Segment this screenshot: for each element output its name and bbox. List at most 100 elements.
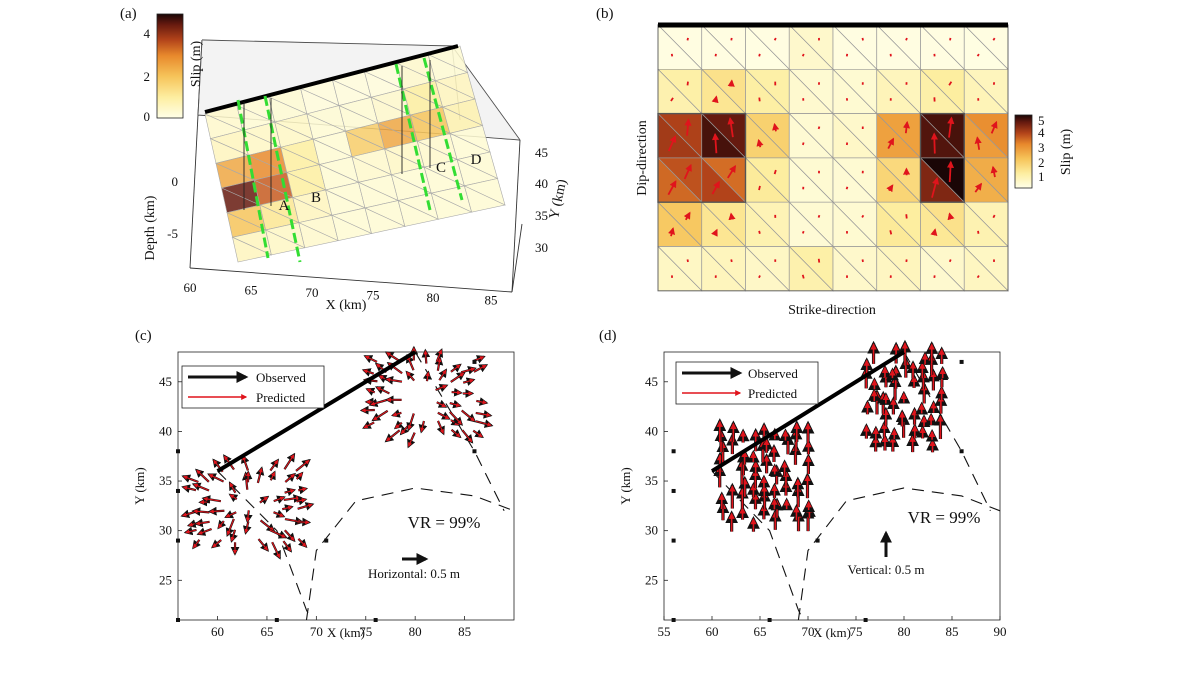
slip-patch xyxy=(232,236,273,263)
panel-d-vr-annotation: VR = 99% xyxy=(908,508,981,527)
predicted-vector xyxy=(425,371,430,382)
station-marker xyxy=(324,538,329,543)
panel-c-plot-frame xyxy=(177,351,515,621)
x-tick-label: 80 xyxy=(898,624,911,639)
station-marker xyxy=(671,538,676,543)
slip-vector xyxy=(886,184,894,193)
fault-label: B xyxy=(311,190,321,206)
panel-c-vectors xyxy=(176,345,494,622)
slip-vector xyxy=(905,37,908,41)
panel-d-vertical-displacement: (d) 55 60 65 70 75 80 85 90 25 30 35 40 45 Observed … xyxy=(599,328,1007,640)
predicted-vector xyxy=(198,528,212,535)
coastline-west xyxy=(711,470,804,621)
y-tick-label: 45 xyxy=(535,145,548,160)
panel-b-y-axis-label: Dip-direction xyxy=(635,120,650,195)
panel-a-patches xyxy=(204,44,506,263)
station-marker xyxy=(671,488,676,493)
station-marker xyxy=(959,359,964,364)
predicted-vector xyxy=(283,496,301,501)
slip-vector xyxy=(931,176,940,198)
predicted-vector xyxy=(284,454,295,470)
y-tick-label: 35 xyxy=(535,208,548,223)
x-tick-label: 75 xyxy=(359,624,372,639)
legend-observed-label: Observed xyxy=(748,366,798,381)
predicted-vector xyxy=(451,390,462,395)
panel-d-scale-label: Vertical: 0.5 m xyxy=(848,562,925,577)
slip-vector xyxy=(801,274,805,279)
panel-a-colorbar-label: Slip (m) xyxy=(189,41,204,88)
x-tick-label: 60 xyxy=(706,624,719,639)
station-marker xyxy=(472,359,477,364)
x-tick-label: 85 xyxy=(458,624,471,639)
slip-vector xyxy=(711,180,720,195)
slip-vector xyxy=(711,95,719,104)
predicted-vector xyxy=(229,482,236,493)
predicted-vector xyxy=(193,509,210,514)
fault-plane-trace xyxy=(422,57,464,201)
station-marker xyxy=(863,618,868,622)
panel-a-x-axis-label: X (km) xyxy=(326,298,367,313)
x-tick-label: 65 xyxy=(245,283,258,298)
panel-a-fault-planes xyxy=(236,57,464,263)
y-tick-label: 35 xyxy=(159,473,172,488)
y-tick-label: 40 xyxy=(159,423,172,438)
colorbar-tick: 2 xyxy=(144,69,151,84)
predicted-vector xyxy=(385,429,401,442)
slip-vector xyxy=(773,169,777,175)
fault-plane-trace xyxy=(394,63,432,211)
panel-d-plot-frame xyxy=(663,351,1001,621)
x-tick-label: 75 xyxy=(850,624,863,639)
coastline-east xyxy=(305,487,515,621)
legend-observed-label: Observed xyxy=(256,370,306,385)
colorbar-tick: 4 xyxy=(1038,125,1045,140)
predicted-vector xyxy=(284,473,295,483)
predicted-vector xyxy=(438,369,447,381)
fault-label: A xyxy=(279,198,290,214)
predicted-vector xyxy=(363,369,374,375)
asperity-outline xyxy=(657,112,747,203)
predicted-vector xyxy=(437,412,450,420)
colorbar-tick: 2 xyxy=(1038,155,1045,170)
slip-vector xyxy=(727,165,736,179)
panel-c-x-axis-label: X (km) xyxy=(327,625,365,640)
predicted-vector xyxy=(475,420,492,427)
x-tick-label: 60 xyxy=(211,624,224,639)
panel-b-label: (b) xyxy=(596,6,614,22)
slip-vector xyxy=(730,259,733,263)
slip-vector xyxy=(686,37,689,41)
coastline-north xyxy=(903,351,991,512)
y-tick-label: 30 xyxy=(535,240,548,255)
station-marker xyxy=(176,538,180,543)
predicted-vector xyxy=(192,539,200,549)
predicted-vector xyxy=(183,475,199,483)
predicted-vector xyxy=(195,521,210,526)
slip-patch xyxy=(397,200,440,227)
predicted-vector xyxy=(218,520,225,529)
station-marker xyxy=(176,449,180,454)
fault-label: C xyxy=(436,160,446,176)
panel-d-y-axis-label: Y (km) xyxy=(618,467,633,504)
predicted-vector xyxy=(436,401,447,408)
slip-vector xyxy=(974,136,982,150)
predicted-vector xyxy=(282,505,293,510)
slip-patch xyxy=(364,207,406,234)
panel-c-horizontal-displacement: (c) 60 65 70 75 80 85 25 30 35 40 45 Observed Pred… xyxy=(132,328,515,640)
slip-vector xyxy=(974,182,983,193)
box-edge xyxy=(197,39,203,116)
predicted-vector xyxy=(229,494,238,500)
y-tick-label: 40 xyxy=(645,423,658,438)
slip-vector xyxy=(930,228,938,237)
predicted-vector xyxy=(296,472,303,480)
predicted-vector xyxy=(269,459,279,471)
slip-vector xyxy=(930,132,938,154)
panel-d-x-axis-label: X (km) xyxy=(813,625,851,640)
colorbar-tick: 4 xyxy=(144,26,151,41)
slip-vector xyxy=(670,97,674,102)
slip-vector xyxy=(684,118,692,136)
panel-d-legend: Observed Predicted xyxy=(675,361,819,405)
predicted-vector xyxy=(385,377,403,383)
predicted-vector xyxy=(298,538,307,547)
panel-d-fault-trace xyxy=(710,350,906,473)
slip-vector xyxy=(758,185,761,191)
slip-vector xyxy=(976,53,980,57)
